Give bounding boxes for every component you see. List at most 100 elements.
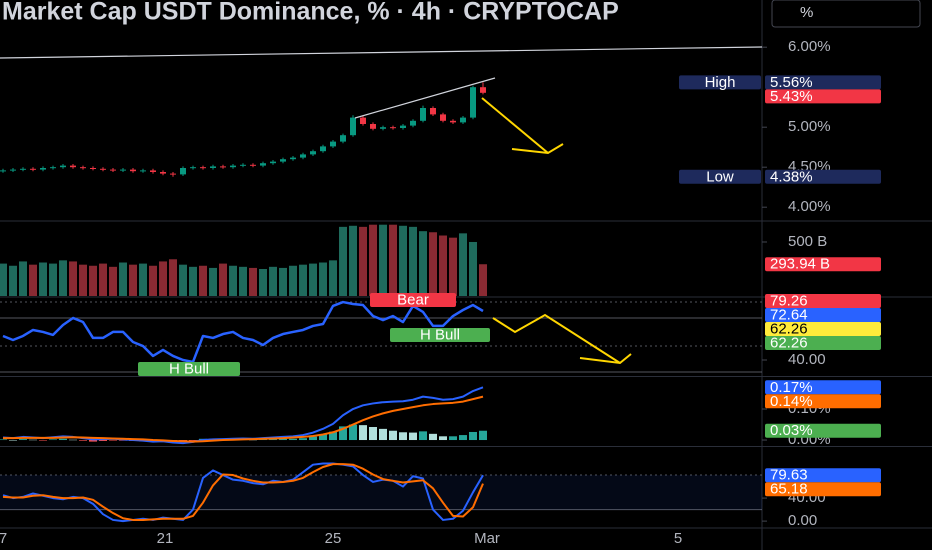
y-tick-label: 40.00 <box>788 351 826 368</box>
volume-bar <box>449 237 457 296</box>
arrow <box>492 313 621 364</box>
volume-bar <box>299 264 307 296</box>
candle-body <box>390 127 396 129</box>
volume-bar <box>39 262 47 296</box>
candle-body <box>420 108 426 121</box>
volume-bar <box>229 265 237 296</box>
candle-body <box>90 168 96 169</box>
histogram-bar <box>339 426 347 441</box>
x-tick-label: Mar <box>474 530 500 547</box>
divergence-label-box <box>370 293 456 307</box>
volume-bar <box>379 224 387 296</box>
histogram-bar <box>189 440 197 441</box>
price-marker-label: 65.18 <box>770 481 808 498</box>
candle-body <box>260 163 266 166</box>
candle-body <box>250 164 256 166</box>
candle-body <box>410 120 416 126</box>
price-marker-label: 5.56% <box>770 74 813 91</box>
candle-body <box>230 165 236 168</box>
candle-body <box>270 161 276 164</box>
candle-body <box>210 166 216 168</box>
candle-body <box>340 135 346 142</box>
marker-tag: High <box>705 74 736 91</box>
price-marker-label: 62.26 <box>770 335 808 352</box>
y-tick-label: 4.00% <box>788 198 831 215</box>
volume-bar <box>319 262 327 296</box>
volume-bar <box>429 232 437 296</box>
histogram-bar <box>299 438 307 441</box>
trend-line <box>354 77 496 119</box>
divergence-label: Bear <box>397 291 429 308</box>
price-marker-label: 62.26 <box>770 321 808 338</box>
candle-body <box>330 141 336 147</box>
drawings <box>0 46 763 365</box>
histogram-bar <box>319 434 327 441</box>
volume-bar <box>89 265 97 296</box>
indicator-line <box>2 300 484 364</box>
candle-body <box>150 170 156 172</box>
price-marker <box>765 257 881 272</box>
candle-body <box>110 169 116 171</box>
divergence-label: H Bull <box>420 326 460 343</box>
volume-bar <box>29 264 37 296</box>
price-marker <box>765 423 881 438</box>
candle-body <box>300 154 306 158</box>
volume-bar <box>99 263 107 296</box>
candle-body <box>480 87 486 93</box>
histogram-bar <box>99 440 107 441</box>
candle-body <box>280 159 286 162</box>
volume-bar <box>479 264 487 296</box>
volume-bar <box>469 241 477 296</box>
candle-body <box>460 117 466 123</box>
histogram-bar <box>329 431 337 441</box>
histogram-bar <box>279 438 287 441</box>
histogram-bar <box>269 439 277 441</box>
volume-bar <box>69 261 77 296</box>
histogram-bar <box>69 439 77 441</box>
histogram-bar <box>39 440 47 441</box>
unit-button[interactable] <box>771 0 921 28</box>
histogram-bar <box>419 431 427 441</box>
volume-bar <box>259 268 267 296</box>
candle-body <box>360 117 366 124</box>
volume-bar <box>269 266 277 296</box>
candle-body <box>220 166 226 168</box>
price-marker-label: 0.14% <box>770 393 813 410</box>
histogram-bar <box>59 438 67 441</box>
price-marker-label: 0.17% <box>770 379 813 396</box>
histogram-bar <box>429 433 437 441</box>
volume-bar <box>179 264 187 296</box>
histogram-bar <box>479 430 487 441</box>
volume-bar <box>0 263 7 296</box>
histogram-bar <box>19 439 27 441</box>
histogram-bar <box>79 440 87 441</box>
volume-bar <box>349 225 357 296</box>
candle-body <box>240 164 246 166</box>
candle-body <box>180 168 186 175</box>
arrow-head <box>579 353 632 365</box>
volume-bar <box>409 226 417 296</box>
x-tick-label: 7 <box>0 530 7 547</box>
histogram-bar <box>399 432 407 441</box>
histogram-bar <box>359 425 367 441</box>
candle-body <box>120 169 126 171</box>
volume-bar <box>209 267 217 296</box>
trend-line <box>0 46 763 59</box>
volume-bar <box>239 266 247 296</box>
volume-bar <box>149 265 157 296</box>
histogram-bar <box>389 430 397 441</box>
volume-bar <box>169 259 177 296</box>
histogram-bar <box>89 440 97 442</box>
price-marker <box>765 468 881 483</box>
unit-button-label[interactable]: % <box>800 4 813 21</box>
histogram-bar <box>379 428 387 441</box>
candle-body <box>290 157 296 160</box>
histogram-bar <box>349 424 357 441</box>
candle-body <box>50 167 56 169</box>
y-tick-label: 500 B <box>788 233 827 250</box>
candle-body <box>470 87 476 118</box>
y-tick-label: 6.00% <box>788 38 831 55</box>
price-marker-label: 79.63 <box>770 467 808 484</box>
